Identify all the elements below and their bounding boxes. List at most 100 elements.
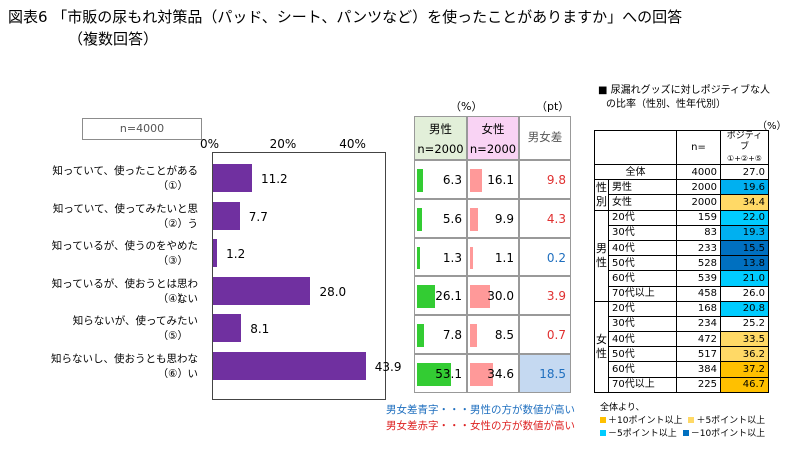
bar-value-label: 43.9 (374, 360, 402, 374)
male-header-label: 男性 (429, 122, 452, 136)
ratio-female-value: 36.2 (720, 346, 769, 363)
male-cell: 53.1 (414, 354, 467, 393)
ratio-male-group-char: 性 (596, 255, 607, 269)
legend-blue-text: 男女差青字・・・男性の方が数値が高い (386, 404, 575, 416)
ratio-female-n: 234 (676, 315, 721, 333)
male-bar (417, 246, 420, 270)
page-title: 図表6 「市販の尿もれ対策品（パッド、シート、パンツなど）を使ったことがあります… (8, 6, 682, 50)
unit-pt: （pt） (536, 100, 570, 113)
bar (213, 164, 252, 192)
plot-frame (212, 152, 386, 400)
x-tick-label: 0% (200, 137, 220, 151)
diff-value: 4.3 (546, 211, 566, 226)
bar-value-label: 1.2 (226, 247, 246, 262)
y-category-code: （⑥） (157, 368, 188, 380)
male-cell: 26.1 (414, 276, 467, 316)
ratio-male-n: 83 (676, 224, 721, 241)
ratio-female-n: 472 (676, 331, 721, 348)
bar-value-label: 11.2 (260, 172, 288, 186)
ratio-female-label: 20代 (608, 300, 677, 317)
bar-value-label: 28.0 (319, 284, 347, 299)
ratio-legend-item: ＋5ポイント以上 (688, 416, 765, 426)
female-cell: 16.1 (467, 160, 519, 199)
female-bar (470, 324, 478, 347)
male-value: 5.6 (442, 211, 462, 226)
male-cell: 5.6 (414, 198, 467, 238)
ratio-legend-swatch (600, 430, 606, 436)
ratio-male-n: 458 (676, 285, 721, 302)
female-value: 16.1 (487, 173, 514, 187)
ratio-female-row: 40代 472 33.5 (595, 331, 769, 348)
ratio-legend-row: ＋10ポイント以上 ＋5ポイント以上 (600, 415, 771, 428)
male-cell: 6.3 (414, 160, 467, 199)
unit-percent: （%） (450, 100, 483, 113)
ratio-male-value: 26.0 (720, 285, 769, 302)
ratio-female-group-char: 女 (596, 332, 607, 346)
female-value: 9.9 (494, 211, 514, 226)
ratio-legend-item: －5ポイント以上 (600, 429, 677, 439)
ratio-female-n: 225 (676, 376, 721, 393)
male-bar (417, 207, 423, 231)
ratio-female-label: 40代 (608, 331, 677, 348)
ratio-header-positive: ポジティブ ①+②+⑤ (720, 130, 769, 165)
ratio-female-row: 女性 20代 168 20.8 (594, 300, 769, 393)
male-value: 6.3 (442, 173, 462, 187)
ratio-male-row: 30代 83 19.3 (595, 224, 769, 241)
male-value: 53.1 (435, 367, 462, 381)
ratio-male-n: 528 (676, 255, 721, 272)
ratio-male-group-label: 男性 (594, 209, 609, 302)
ratio-male-n: 159 (676, 209, 721, 226)
ratio-male-row: 50代 528 13.8 (595, 255, 769, 272)
ratio-legend-base: 全体より、 (600, 403, 645, 413)
ratio-header-n: n= (676, 130, 721, 165)
diff-cell: 18.5 (519, 354, 571, 393)
female-header-label: 女性 (481, 122, 505, 136)
diff-cell: 4.3 (519, 198, 571, 238)
ratio-unit: （%） (757, 121, 787, 132)
y-category-code: （①） (157, 180, 188, 192)
ratio-legend: 全体より、 ＋10ポイント以上 ＋5ポイント以上 －5ポイント以上 －10ポイント以上 (600, 402, 771, 441)
diff-value: 9.8 (546, 173, 566, 187)
y-category-code: （③） (157, 255, 188, 268)
ratio-gender-n: 2000 (676, 194, 721, 211)
ratio-male-row: 40代 233 15.5 (595, 239, 769, 257)
ratio-header-blank (594, 130, 677, 165)
ratio-male-label: 70代以上 (608, 285, 677, 302)
diff-header: 男女差 (519, 116, 571, 160)
ratio-gender-label: 男性 (608, 179, 677, 196)
diff-header-label: 男女差 (527, 130, 563, 144)
y-category-code: （⑤） (157, 330, 188, 343)
female-bar (470, 285, 490, 309)
ratio-gender-row: 女性 2000 34.4 (595, 194, 769, 211)
legend-red-text: 男女差赤字・・・女性の方が数値が高い (386, 420, 575, 432)
ratio-female-row: 30代 234 25.2 (595, 315, 769, 333)
diff-value: 18.5 (539, 367, 566, 381)
bar (213, 201, 240, 230)
ratio-header-positive-1: ポジティブ (726, 131, 763, 152)
bar (213, 314, 242, 343)
ratio-gender-value: 34.4 (720, 194, 769, 211)
ratio-legend-item: ＋10ポイント以上 (600, 416, 682, 426)
ratio-table: n= ポジティブ ①+②+⑤ 全体 4000 27.0 性別男性 2000 19.6 女性 2000… (594, 130, 769, 393)
y-category-label: 知っているが、使うのをやめた (51, 240, 198, 253)
ratio-total-value: 27.0 (720, 163, 769, 181)
bar (213, 352, 366, 380)
title-line-2: （複数回答） (68, 30, 159, 48)
diff-cell: 0.2 (519, 237, 571, 277)
ratio-table-heading: ■ 尿漏れグッズに対しポジティブな人 の比率（性別、性年代別） (598, 84, 770, 112)
ratio-female-value: 20.8 (720, 300, 769, 317)
female-value: 1.1 (494, 250, 514, 265)
ratio-female-label: 50代 (608, 346, 677, 363)
ratio-total-label: 全体 (594, 163, 677, 181)
ratio-female-value: 25.2 (720, 315, 769, 333)
ratio-gender-label: 女性 (608, 194, 677, 211)
male-bar (417, 169, 423, 192)
female-value: 30.0 (487, 289, 514, 304)
female-value: 34.6 (487, 367, 514, 381)
ratio-male-row: 70代以上 458 26.0 (595, 285, 769, 302)
ratio-legend-text: －10ポイント以上 (690, 429, 766, 439)
male-header-n: n=2000 (417, 142, 464, 156)
male-header: 男性 n=2000 (414, 116, 467, 160)
ratio-legend-text: ＋10ポイント以上 (608, 416, 683, 426)
ratio-male-value: 19.3 (720, 224, 769, 241)
